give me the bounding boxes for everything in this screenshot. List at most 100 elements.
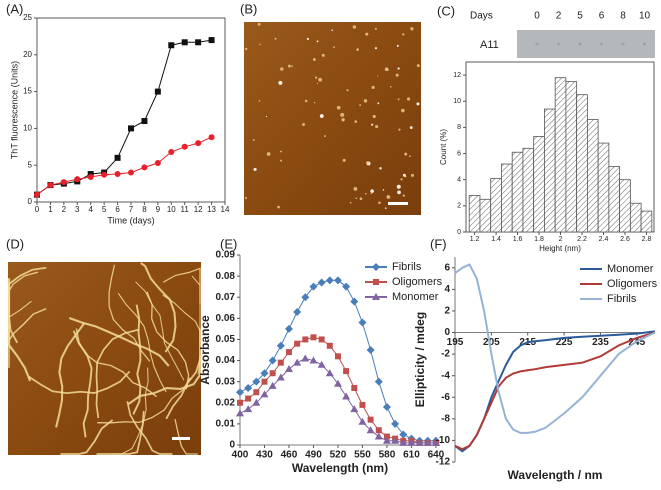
legend-label: Fibrils bbox=[607, 293, 637, 305]
marker bbox=[415, 438, 424, 446]
x-tick-label: 3 bbox=[75, 205, 80, 214]
x-tick-label: 5 bbox=[102, 205, 107, 214]
panel-label: (A) bbox=[6, 1, 23, 16]
marker bbox=[325, 276, 334, 285]
particle bbox=[370, 189, 374, 193]
panel-label: (F) bbox=[430, 236, 447, 251]
bar bbox=[533, 136, 545, 233]
particle bbox=[377, 102, 380, 105]
particle bbox=[313, 102, 316, 104]
x-tick-label: 2.6 bbox=[620, 236, 630, 243]
y-tick-label: -4 bbox=[441, 370, 450, 381]
x-tick-label: 4 bbox=[88, 205, 93, 214]
marker bbox=[128, 125, 134, 132]
marker bbox=[366, 426, 375, 434]
particle bbox=[252, 138, 255, 141]
bar bbox=[522, 147, 535, 233]
marker bbox=[168, 148, 175, 155]
particle bbox=[277, 205, 280, 209]
marker bbox=[407, 438, 416, 446]
x-tick-label: 245 bbox=[628, 337, 645, 348]
particle bbox=[291, 65, 293, 67]
particle bbox=[366, 161, 369, 165]
x-tick-label: 580 bbox=[379, 450, 396, 461]
particle bbox=[245, 197, 248, 200]
marker bbox=[294, 340, 301, 347]
marker bbox=[168, 42, 175, 49]
x-tick-label: 1 bbox=[48, 205, 53, 214]
x-tick-label: 235 bbox=[592, 337, 609, 348]
particle bbox=[363, 99, 368, 103]
marker bbox=[260, 369, 269, 378]
marker bbox=[284, 365, 293, 372]
x-tick-label: 6 bbox=[115, 205, 120, 214]
blot-dot bbox=[535, 42, 539, 46]
particle bbox=[397, 67, 400, 70]
particle bbox=[416, 64, 420, 68]
particle bbox=[374, 27, 377, 30]
particle bbox=[304, 99, 308, 103]
particle bbox=[287, 64, 291, 68]
x-tick-label: 1.2 bbox=[470, 236, 480, 243]
marker bbox=[141, 164, 148, 171]
particle bbox=[396, 184, 401, 189]
panel-label: (E) bbox=[220, 236, 237, 251]
marker bbox=[237, 399, 243, 406]
particle bbox=[259, 43, 261, 46]
particle bbox=[402, 33, 405, 36]
marker bbox=[399, 438, 408, 446]
marker bbox=[244, 405, 253, 413]
particle bbox=[280, 67, 284, 71]
particle bbox=[333, 46, 335, 48]
x-tick-label: 7 bbox=[129, 205, 134, 214]
y-tick-label: 0.05 bbox=[216, 334, 236, 345]
particle bbox=[359, 197, 363, 201]
marker bbox=[276, 373, 285, 381]
scale-bar bbox=[388, 202, 408, 205]
particle bbox=[400, 178, 403, 181]
particle bbox=[341, 118, 345, 122]
panel-label: (D) bbox=[6, 236, 24, 251]
scale-bar bbox=[172, 437, 190, 440]
y-tick-label: -12 bbox=[436, 457, 451, 468]
particle bbox=[377, 75, 379, 77]
particle bbox=[340, 112, 345, 117]
particle bbox=[402, 194, 405, 197]
marker bbox=[309, 356, 318, 364]
x-tick-label: 1.8 bbox=[534, 236, 544, 243]
particle bbox=[321, 53, 325, 57]
particle bbox=[416, 102, 420, 106]
bar bbox=[468, 194, 481, 233]
y-tick-label: 20 bbox=[23, 50, 32, 59]
legend-label: Monomer bbox=[607, 263, 654, 275]
particle bbox=[266, 152, 271, 156]
marker bbox=[277, 359, 284, 366]
x-axis-label: Wavelength / nm bbox=[508, 468, 603, 482]
marker bbox=[399, 430, 408, 439]
bar bbox=[544, 108, 556, 233]
y-tick-label: 0 bbox=[444, 327, 450, 338]
marker bbox=[301, 354, 310, 362]
particle bbox=[265, 115, 268, 118]
blot-title: Days bbox=[470, 11, 493, 22]
particle bbox=[280, 159, 283, 162]
fibril bbox=[60, 419, 114, 455]
marker bbox=[325, 369, 334, 377]
fibril bbox=[55, 322, 85, 428]
y-axis-label: Absorbance bbox=[198, 315, 212, 385]
particle bbox=[355, 197, 357, 199]
particle bbox=[312, 58, 316, 61]
fibril bbox=[7, 278, 32, 382]
marker bbox=[293, 358, 302, 366]
particle bbox=[356, 48, 359, 51]
marker bbox=[334, 353, 341, 360]
x-tick-label: 640 bbox=[428, 450, 445, 461]
particle bbox=[331, 29, 333, 31]
y-tick-label: 15 bbox=[23, 87, 32, 96]
particle bbox=[372, 114, 376, 119]
bar bbox=[490, 177, 502, 233]
particle bbox=[398, 128, 401, 131]
x-tick-label: 1.6 bbox=[513, 236, 523, 243]
x-tick-label: 460 bbox=[281, 450, 298, 461]
